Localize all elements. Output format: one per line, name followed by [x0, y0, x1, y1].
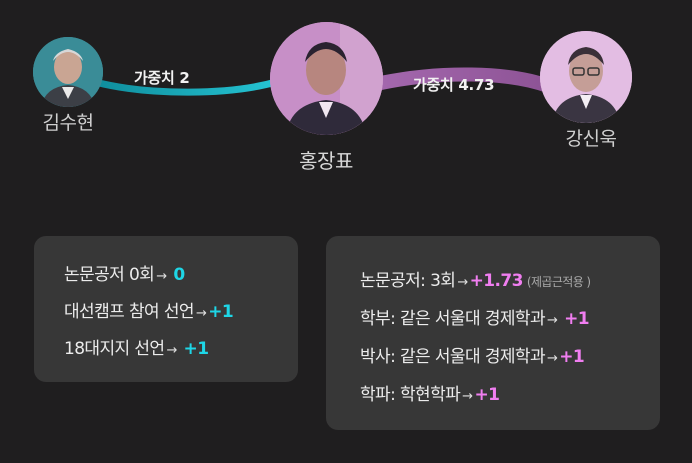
- info-box-left: 논문공저 0회 → 0 대선캠프 참여 선언 → +1 18대지지 선언 → +1: [34, 236, 298, 382]
- list-item: 학파: 학현학파 → +1: [360, 380, 500, 405]
- criterion-label: 학파: 학현학파: [360, 385, 461, 405]
- arrow-icon: →: [166, 343, 177, 358]
- list-item: 18대지지 선언 → +1: [64, 334, 209, 359]
- edge-left: [91, 78, 280, 96]
- arrow-icon: →: [462, 389, 473, 404]
- list-item: 박사: 같은 서울대 경제학과 → +1: [360, 342, 585, 367]
- person-icon: [33, 37, 103, 107]
- criterion-label: 논문공저: 3회: [360, 271, 456, 291]
- criterion-label: 박사: 같은 서울대 경제학과: [360, 347, 546, 367]
- arrow-icon: →: [156, 269, 167, 284]
- avatar-right: [540, 31, 632, 123]
- criterion-label: 대선캠프 참여 선언: [64, 302, 195, 322]
- criterion-label: 논문공저 0회: [64, 265, 155, 285]
- node-name-center: 홍장표: [299, 149, 353, 173]
- avatar-left: [33, 37, 103, 107]
- avatar-center: [270, 22, 383, 135]
- edge-weight-left: 가중치 2: [134, 69, 190, 87]
- score-value: +1: [474, 385, 500, 405]
- edge-right: [369, 67, 555, 93]
- criterion-label: 학부: 같은 서울대 경제학과: [360, 309, 546, 329]
- arrow-icon: →: [546, 313, 558, 328]
- list-item: 논문공저 0회 → 0: [64, 260, 185, 285]
- edge-weight-right: 가중치 4.73: [413, 76, 495, 94]
- person-icon: [540, 31, 632, 123]
- score-value: +1: [183, 339, 209, 359]
- list-item: 학부: 같은 서울대 경제학과 → +1: [360, 304, 590, 329]
- criterion-label: 18대지지 선언: [64, 339, 165, 359]
- node-name-right: 강신욱: [565, 128, 617, 150]
- score-value: +1: [564, 309, 589, 329]
- score-note: (제곱근적용 ): [526, 275, 591, 289]
- score-value: 0: [173, 265, 185, 285]
- list-item: 논문공저: 3회 → +1.73 (제곱근적용 ): [360, 266, 591, 291]
- info-box-right: 논문공저: 3회 → +1.73 (제곱근적용 ) 학부: 같은 서울대 경제학과 → …: [326, 236, 660, 430]
- score-value: +1: [559, 347, 585, 367]
- person-icon: [270, 22, 383, 135]
- score-value: +1.73: [469, 271, 524, 291]
- arrow-icon: →: [195, 306, 207, 321]
- arrow-icon: →: [457, 275, 468, 290]
- edge-layer: [91, 67, 555, 96]
- list-item: 대선캠프 참여 선언 → +1: [64, 297, 234, 322]
- node-name-left: 김수현: [42, 112, 94, 134]
- score-value: +1: [208, 302, 234, 322]
- arrow-icon: →: [546, 351, 558, 366]
